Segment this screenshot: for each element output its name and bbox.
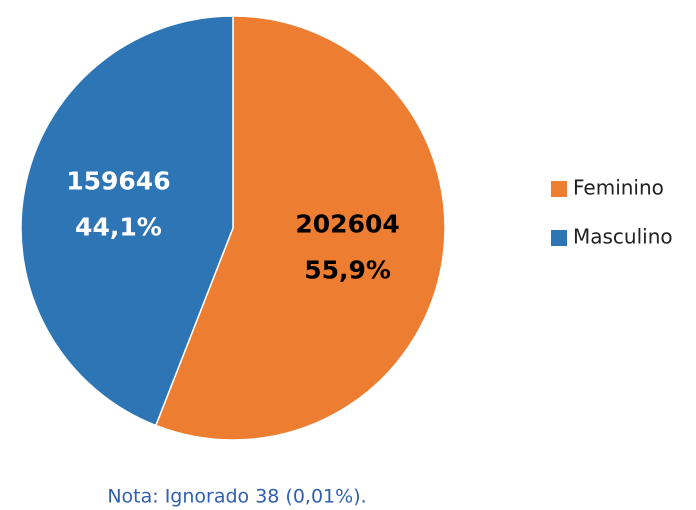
pie-slice (154, 15, 446, 441)
legend-swatch (551, 181, 567, 197)
value-label: 202604 (295, 210, 399, 239)
value-label: 159646 (66, 166, 170, 195)
note: Nota: Ignorado 38 (0,01%). (107, 486, 366, 508)
percent-label: 44,1% (75, 212, 162, 241)
pie-slice (20, 15, 234, 427)
percent-label: 55,9% (304, 256, 391, 285)
legend-swatch (551, 230, 567, 246)
legend-label: Feminino (573, 176, 664, 200)
legend-label: Masculino (573, 225, 673, 249)
